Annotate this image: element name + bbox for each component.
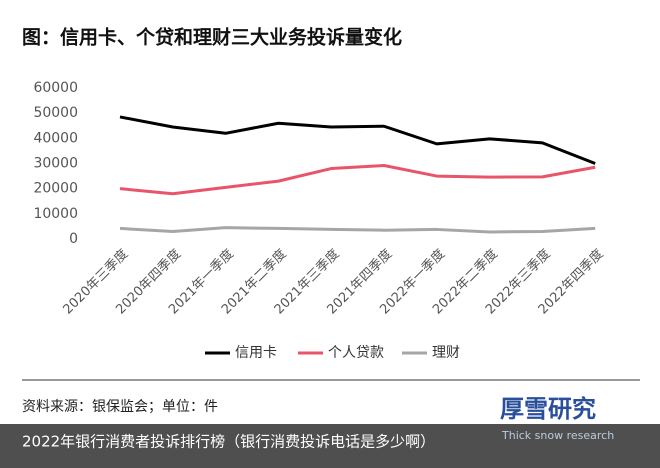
source: 资料来源：银保监会；单位：件 xyxy=(22,399,218,415)
line xyxy=(119,226,596,234)
logo-subtitle: Thick snow research xyxy=(501,429,614,442)
chart-title: 图：信用卡、个贷和理财三大业务投诉量变化 xyxy=(22,26,402,49)
line xyxy=(119,164,596,196)
y-tick-label: 50000 xyxy=(33,105,78,121)
y-tick-label: 60000 xyxy=(33,80,78,96)
y-tick-label: 40000 xyxy=(33,130,78,146)
caption: 2022年银行消费者投诉排行榜（银行消费投诉电话是多少啊） xyxy=(22,433,435,451)
legend-label: 理财 xyxy=(432,345,460,361)
y-tick-label: 10000 xyxy=(33,206,78,222)
y-tick-label: 0 xyxy=(69,231,78,247)
logo-name: 厚雪研究 xyxy=(500,395,596,423)
y-tick-label: 20000 xyxy=(33,181,78,197)
legend-label: 信用卡 xyxy=(235,345,277,361)
legend-label: 个人贷款 xyxy=(328,345,384,361)
caption-band xyxy=(0,424,660,468)
y-tick-label: 30000 xyxy=(33,156,78,172)
line xyxy=(119,115,596,165)
